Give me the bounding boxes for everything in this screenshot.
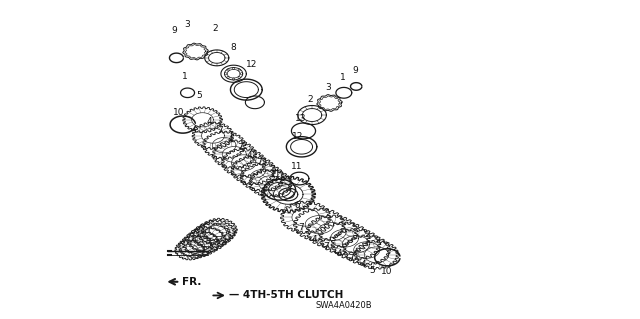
Text: 9: 9 bbox=[353, 66, 358, 75]
Text: 11: 11 bbox=[271, 170, 282, 179]
Text: 4: 4 bbox=[336, 249, 342, 258]
Text: 7: 7 bbox=[256, 158, 262, 167]
Text: 12: 12 bbox=[246, 60, 257, 69]
Text: 3: 3 bbox=[185, 20, 191, 29]
Text: 7: 7 bbox=[217, 126, 223, 135]
Text: 4: 4 bbox=[246, 151, 252, 160]
Text: 1: 1 bbox=[182, 72, 188, 81]
Text: 7: 7 bbox=[299, 223, 305, 232]
Text: 4: 4 bbox=[312, 235, 317, 244]
Text: 3: 3 bbox=[325, 83, 331, 92]
Text: 8: 8 bbox=[231, 43, 237, 52]
Text: 2: 2 bbox=[212, 24, 218, 33]
Text: — 4TH-5TH CLUTCH: — 4TH-5TH CLUTCH bbox=[230, 290, 344, 300]
Text: 7: 7 bbox=[348, 255, 354, 263]
Text: 7: 7 bbox=[237, 143, 243, 152]
Text: 4: 4 bbox=[228, 135, 233, 144]
Text: 5: 5 bbox=[369, 265, 375, 275]
Text: 5: 5 bbox=[196, 92, 202, 100]
Text: 7: 7 bbox=[323, 242, 329, 251]
Text: 13: 13 bbox=[295, 114, 307, 123]
Text: 4: 4 bbox=[207, 117, 212, 126]
Text: 10: 10 bbox=[173, 108, 184, 117]
Text: 4: 4 bbox=[360, 260, 365, 269]
Text: 2: 2 bbox=[308, 95, 314, 104]
Text: 10: 10 bbox=[381, 267, 392, 276]
Text: 6: 6 bbox=[294, 201, 300, 210]
Text: SWA4A0420B: SWA4A0420B bbox=[316, 301, 372, 310]
Text: 12: 12 bbox=[292, 132, 303, 141]
Text: 1: 1 bbox=[340, 73, 346, 82]
Text: 9: 9 bbox=[172, 26, 177, 35]
Text: FR.: FR. bbox=[182, 277, 201, 287]
Text: 11: 11 bbox=[291, 162, 303, 171]
